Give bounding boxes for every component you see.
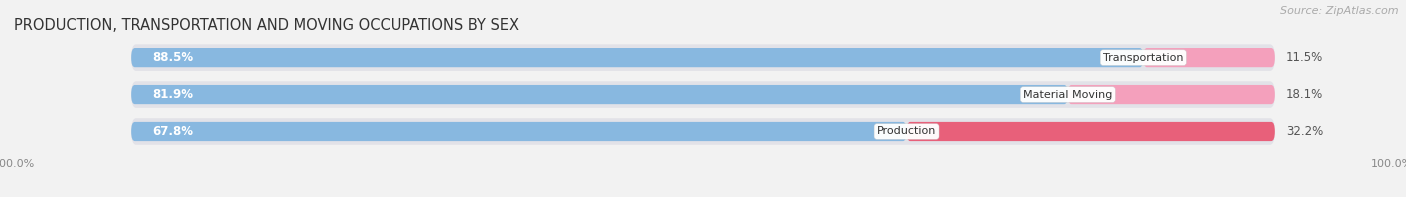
FancyBboxPatch shape — [131, 122, 907, 141]
Text: 32.2%: 32.2% — [1286, 125, 1323, 138]
FancyBboxPatch shape — [131, 44, 1275, 71]
FancyBboxPatch shape — [1143, 48, 1275, 67]
Text: 18.1%: 18.1% — [1286, 88, 1323, 101]
Text: 11.5%: 11.5% — [1286, 51, 1323, 64]
Text: Source: ZipAtlas.com: Source: ZipAtlas.com — [1281, 6, 1399, 16]
Text: 67.8%: 67.8% — [152, 125, 193, 138]
FancyBboxPatch shape — [131, 85, 1067, 104]
FancyBboxPatch shape — [131, 48, 1143, 67]
FancyBboxPatch shape — [1067, 85, 1275, 104]
FancyBboxPatch shape — [131, 118, 1275, 145]
FancyBboxPatch shape — [131, 81, 1275, 108]
Text: 88.5%: 88.5% — [152, 51, 193, 64]
Text: Production: Production — [877, 126, 936, 137]
FancyBboxPatch shape — [907, 122, 1275, 141]
Text: 81.9%: 81.9% — [152, 88, 193, 101]
Text: Material Moving: Material Moving — [1024, 90, 1112, 99]
Text: PRODUCTION, TRANSPORTATION AND MOVING OCCUPATIONS BY SEX: PRODUCTION, TRANSPORTATION AND MOVING OC… — [14, 18, 519, 33]
Text: Transportation: Transportation — [1104, 53, 1184, 63]
